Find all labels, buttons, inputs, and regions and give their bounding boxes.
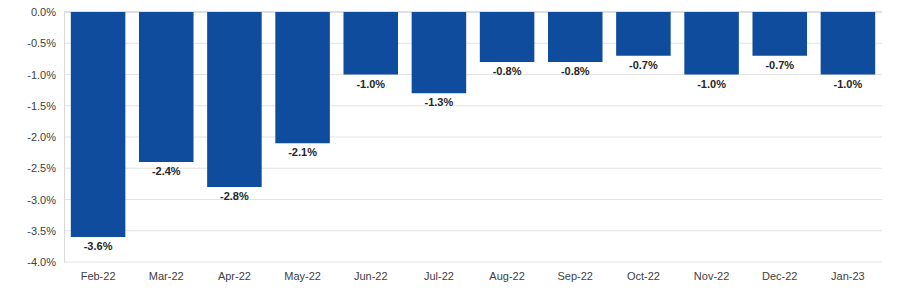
data-label: -3.6% [84, 240, 113, 252]
y-tick: -1.5% [27, 100, 64, 112]
x-tick: Apr-22 [218, 270, 251, 282]
y-tick-label: 0.0% [31, 6, 56, 18]
x-tick-label: Jan-23 [831, 270, 865, 282]
x-tick-label: Feb-22 [81, 270, 116, 282]
y-tick: -3.0% [27, 194, 64, 206]
data-label: -1.0% [834, 78, 863, 90]
y-tick-label: -0.5% [27, 37, 56, 49]
x-tick: Aug-22 [489, 270, 524, 282]
x-tick: Jun-22 [354, 270, 388, 282]
y-tick-label: -2.0% [27, 131, 56, 143]
x-tick-label: Jul-22 [424, 270, 454, 282]
x-tick-label: Dec-22 [762, 270, 797, 282]
x-tick: May-22 [284, 270, 321, 282]
bar [616, 12, 671, 56]
bar [343, 12, 398, 75]
grid [64, 12, 882, 262]
bar [207, 12, 262, 187]
bar [821, 12, 876, 75]
x-tick-label: Aug-22 [489, 270, 524, 282]
x-tick-label: Mar-22 [149, 270, 184, 282]
bar [752, 12, 807, 56]
y-tick-label: -3.0% [27, 194, 56, 206]
y-tick-label: -1.0% [27, 69, 56, 81]
x-tick-label: Oct-22 [627, 270, 660, 282]
data-label: -2.8% [220, 190, 249, 202]
x-tick-label: Sep-22 [558, 270, 593, 282]
x-tick: Nov-22 [694, 270, 729, 282]
grid-line [64, 168, 882, 169]
bar [412, 12, 467, 93]
y-tick: -1.0% [27, 69, 64, 81]
y-tick: -2.0% [27, 131, 64, 143]
data-label: -2.4% [152, 165, 181, 177]
grid-line [64, 262, 882, 263]
bar [684, 12, 739, 75]
x-tick-label: Jun-22 [354, 270, 388, 282]
x-tick: Oct-22 [627, 270, 660, 282]
grid-line [64, 230, 882, 231]
x-tick: Dec-22 [762, 270, 797, 282]
bars [71, 12, 875, 237]
data-label: -1.3% [425, 96, 454, 108]
data-label: -1.0% [697, 78, 726, 90]
x-tick: Jul-22 [424, 270, 454, 282]
x-tick-label: Apr-22 [218, 270, 251, 282]
y-tick: 0.0% [31, 6, 64, 18]
y-tick-label: -4.0% [27, 256, 56, 268]
y-tick: -3.5% [27, 225, 64, 237]
bar [139, 12, 194, 162]
x-tick: Feb-22 [81, 270, 116, 282]
bar [480, 12, 535, 62]
data-label: -0.7% [629, 59, 658, 71]
grid-line [64, 199, 882, 200]
y-axis-line [64, 13, 65, 263]
y-tick: -2.5% [27, 162, 64, 174]
data-label: -0.8% [493, 65, 522, 77]
y-tick: -4.0% [27, 256, 64, 268]
x-tick: Jan-23 [831, 270, 865, 282]
y-tick-label: -3.5% [27, 225, 56, 237]
bar [275, 12, 330, 143]
y-tick-label: -1.5% [27, 100, 56, 112]
x-axis: Feb-22 Mar-22 Apr-22 May-22 Jun-22 Jul-22 Aug-… [81, 270, 865, 282]
y-tick: -0.5% [27, 37, 64, 49]
x-tick-label: May-22 [284, 270, 321, 282]
data-label: -0.7% [765, 59, 794, 71]
plot: -4.0% -3.5% -3.0% -2.5% -2.0% -1.5% -1.0% -0.5%… [27, 6, 882, 282]
y-tick-label: -2.5% [27, 162, 56, 174]
x-tick-label: Nov-22 [694, 270, 729, 282]
bar [548, 12, 603, 62]
y-axis: -4.0% -3.5% -3.0% -2.5% -2.0% -1.5% -1.0% -0.5%… [27, 6, 64, 268]
data-label: -2.1% [288, 146, 317, 158]
data-label: -0.8% [561, 65, 590, 77]
x-tick: Sep-22 [558, 270, 593, 282]
data-labels: -3.6% -2.4% -2.8% -2.1% -1.0% -1.3% -0.8% -0.8%… [84, 59, 863, 252]
data-label: -1.0% [356, 78, 385, 90]
bar [71, 12, 126, 237]
x-tick: Mar-22 [149, 270, 184, 282]
chart: -4.0% -3.5% -3.0% -2.5% -2.0% -1.5% -1.0% -0.5%… [0, 0, 900, 300]
